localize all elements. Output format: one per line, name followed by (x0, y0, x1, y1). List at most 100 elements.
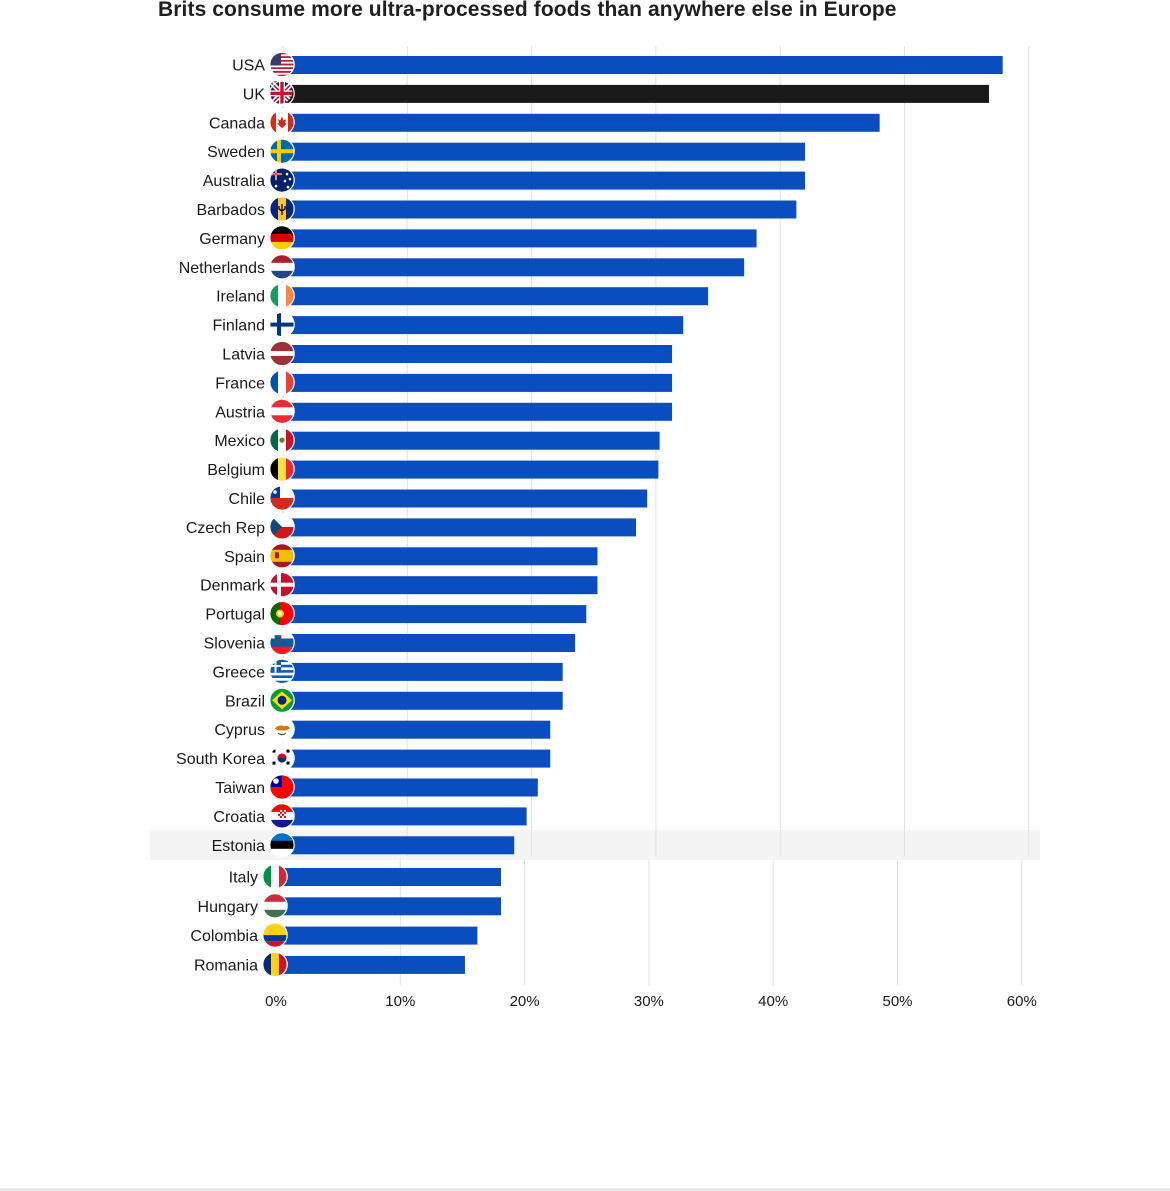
us-flag-icon (269, 51, 295, 78)
category-label: Canada (209, 115, 265, 132)
category-label: Netherlands (179, 260, 265, 277)
category-label: Croatia (213, 809, 265, 826)
x-tick-label: 50% (882, 993, 912, 1010)
category-label: Colombia (190, 928, 258, 945)
belgium-flag-icon (269, 456, 295, 482)
bar-estonia (283, 836, 515, 855)
barbados-flag-icon (269, 196, 295, 222)
category-label: Greece (213, 664, 266, 681)
category-label: Spain (224, 549, 265, 566)
uk-flag-icon (270, 81, 294, 105)
germany-flag-icon (269, 225, 295, 251)
spain-flag-icon (269, 542, 295, 569)
bar-austria (283, 402, 673, 421)
bar-germany (283, 229, 757, 248)
category-label: Latvia (222, 347, 265, 364)
x-tick-label: 0% (265, 993, 287, 1010)
category-label: Ireland (216, 289, 265, 306)
bar-south-korea (283, 749, 551, 768)
category-label: USA (232, 58, 265, 75)
chile-flag-icon (269, 485, 295, 511)
bar-colombia (276, 926, 478, 945)
bar-chile (283, 489, 648, 508)
bar-taiwan (283, 778, 538, 797)
bar-finland (283, 316, 684, 335)
bar-canada (283, 113, 880, 132)
category-label: South Korea (176, 751, 265, 768)
bar-portugal (283, 605, 587, 624)
x-tick-label: 10% (385, 993, 415, 1010)
slovenia-flag-icon (269, 629, 295, 656)
category-label: Czech Rep (186, 520, 265, 537)
greece-flag-icon (269, 658, 295, 685)
category-label: Portugal (205, 607, 265, 624)
south-korea-flag-icon (269, 745, 295, 771)
canada-flag-icon (269, 109, 295, 136)
bar-mexico (283, 431, 660, 450)
category-label: UK (243, 86, 266, 103)
category-label: France (215, 375, 265, 392)
x-axis-ticks: 0% 10% 20% 30% 40% 50% 60% (265, 993, 1037, 1010)
bar-denmark (283, 576, 598, 595)
france-flag-icon (269, 369, 295, 396)
category-label: Belgium (207, 462, 265, 479)
colombia-flag-icon (262, 922, 288, 948)
ireland-flag-icon (269, 282, 295, 309)
brazil-flag-icon (269, 687, 295, 714)
x-tick-label: 20% (510, 993, 540, 1010)
category-label: Romania (194, 957, 258, 974)
category-label: Chile (229, 491, 266, 508)
category-label: Italy (229, 870, 258, 887)
bar-usa (283, 56, 1003, 74)
bar-czech-rep (283, 518, 637, 537)
category-label: Slovenia (204, 636, 265, 653)
bar-croatia (283, 807, 527, 826)
bar-italy (276, 868, 501, 886)
hungary-flag-icon (262, 892, 288, 919)
category-label: Sweden (207, 144, 265, 161)
bar-cyprus (283, 720, 551, 739)
bar-barbados (283, 200, 797, 219)
category-label: Australia (203, 173, 265, 190)
bar-australia (283, 171, 806, 190)
netherlands-flag-icon (269, 254, 295, 280)
category-labels: USA UK Canada Sweden Australia Barbados German… (176, 58, 266, 975)
bar-romania (276, 955, 465, 974)
bar-brazil (283, 691, 563, 710)
austria-flag-icon (269, 398, 295, 425)
italy-flag-icon (262, 863, 288, 890)
czech-flag-icon (269, 514, 295, 540)
bar-latvia (283, 345, 673, 363)
mexico-flag-icon (269, 427, 295, 454)
x-tick-label: 40% (758, 993, 788, 1010)
bar-belgium (283, 460, 659, 479)
category-label: Denmark (200, 578, 266, 595)
category-label: Hungary (198, 899, 258, 916)
croatia-flag-icon (269, 803, 295, 829)
bar-sweden (283, 142, 806, 161)
latvia-flag-icon (269, 340, 295, 367)
bar-slovenia (283, 634, 576, 652)
portugal-flag-icon (269, 600, 295, 627)
bar-uk (283, 84, 990, 103)
romania-flag-icon (262, 951, 288, 978)
bar-ireland (283, 287, 709, 306)
estonia-flag-icon (269, 831, 295, 858)
bar-france (283, 373, 673, 392)
chart-title: Brits consume more ultra-processed foods… (158, 0, 897, 21)
category-label: Barbados (197, 202, 266, 219)
x-tick-label: 30% (634, 993, 664, 1010)
flags (262, 51, 295, 978)
sweden-flag-icon (269, 138, 295, 164)
bar-spain (283, 547, 598, 566)
taiwan-flag-icon (269, 774, 295, 800)
bar-netherlands (283, 258, 745, 277)
category-label: Finland (213, 318, 265, 335)
denmark-flag-icon (269, 571, 295, 598)
x-tick-label: 60% (1007, 993, 1037, 1010)
bar-hungary (276, 897, 501, 916)
category-label: Germany (199, 231, 265, 248)
cyprus-flag-icon (269, 716, 295, 743)
category-label: Brazil (225, 693, 265, 710)
